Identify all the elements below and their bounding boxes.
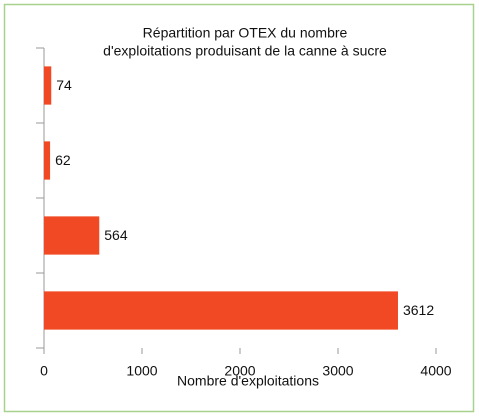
chart-title: Répartition par OTEX du nombre (143, 25, 348, 41)
value-label: 62 (55, 152, 71, 168)
value-label: 3612 (403, 302, 434, 318)
frame (3, 3, 475, 413)
x-tick-label: 1000 (126, 363, 157, 379)
value-label: 564 (104, 227, 128, 243)
x-tick-label: 2000 (224, 363, 255, 379)
x-axis-label: Nombre d'exploitations (177, 373, 319, 389)
bar (44, 66, 52, 105)
x-tick-label: 0 (40, 363, 48, 379)
x-tick-label: 4000 (420, 363, 451, 379)
bar (44, 216, 100, 255)
chart-title: d'exploitations produisant de la canne à… (103, 43, 387, 59)
value-label: 74 (56, 77, 72, 93)
bar (44, 291, 398, 330)
x-tick-label: 3000 (322, 363, 353, 379)
bar (44, 141, 51, 180)
